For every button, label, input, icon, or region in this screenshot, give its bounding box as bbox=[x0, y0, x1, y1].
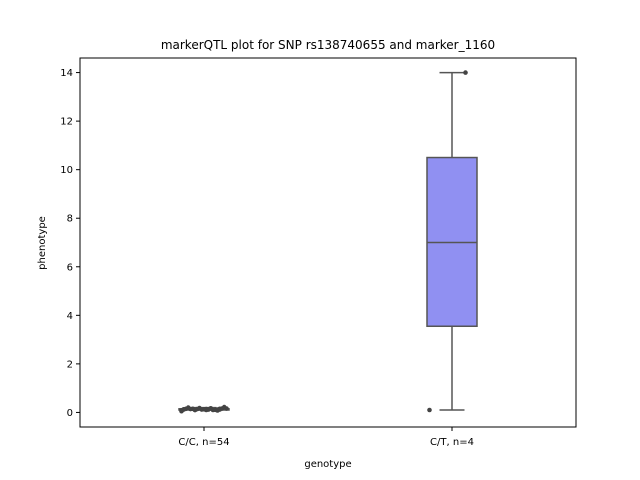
data-point bbox=[192, 407, 198, 413]
box-group bbox=[426, 70, 478, 413]
y-tick-label: 6 bbox=[67, 262, 73, 273]
box-series bbox=[178, 70, 478, 414]
chart-title: markerQTL plot for SNP rs138740655 and m… bbox=[161, 38, 495, 52]
y-axis-label: phenotype bbox=[37, 216, 48, 270]
data-point bbox=[206, 407, 211, 412]
data-point bbox=[217, 406, 223, 412]
plot-area bbox=[79, 57, 577, 428]
x-axis-label: genotype bbox=[304, 459, 351, 470]
y-tick-label: 2 bbox=[67, 359, 73, 370]
data-point bbox=[463, 70, 468, 75]
x-tick-label: C/C, n=54 bbox=[178, 437, 229, 448]
y-tick-label: 4 bbox=[67, 311, 73, 322]
data-point bbox=[181, 406, 187, 412]
x-axis: C/C, n=54 C/T, n=4 bbox=[178, 427, 474, 448]
box-group bbox=[178, 404, 230, 414]
y-tick-label: 0 bbox=[67, 408, 73, 419]
data-point bbox=[427, 407, 432, 413]
y-tick-label: 14 bbox=[60, 68, 73, 79]
y-tick-label: 8 bbox=[67, 214, 73, 225]
y-tick-label: 12 bbox=[60, 117, 73, 128]
data-point bbox=[224, 406, 229, 411]
y-tick-label: 10 bbox=[60, 165, 73, 176]
x-tick-label: C/T, n=4 bbox=[430, 437, 474, 448]
y-axis: 0 2 4 6 8 10 12 14 bbox=[60, 68, 80, 419]
